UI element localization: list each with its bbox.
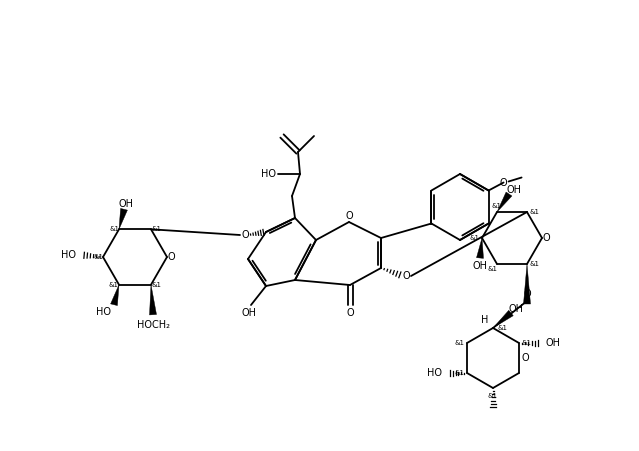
Text: &1: &1 — [93, 254, 103, 260]
Polygon shape — [119, 208, 127, 229]
Text: HO: HO — [261, 169, 276, 179]
Text: OH: OH — [118, 199, 134, 209]
Text: &1: &1 — [151, 226, 161, 232]
Text: HO: HO — [96, 307, 111, 317]
Text: OH: OH — [546, 338, 561, 348]
Text: H: H — [481, 315, 489, 325]
Text: &1: &1 — [469, 235, 479, 241]
Text: &1: &1 — [487, 266, 497, 272]
Text: O: O — [542, 233, 550, 243]
Polygon shape — [111, 285, 119, 306]
Text: &1: &1 — [488, 393, 498, 399]
Polygon shape — [523, 264, 530, 304]
Text: OH: OH — [509, 304, 523, 314]
Polygon shape — [150, 285, 157, 315]
Text: &1: &1 — [454, 340, 464, 346]
Text: OH: OH — [507, 185, 521, 195]
Text: &1: &1 — [492, 203, 502, 209]
Text: &1: &1 — [151, 282, 161, 288]
Text: O: O — [346, 308, 354, 318]
Text: O: O — [241, 230, 249, 240]
Text: &1: &1 — [530, 261, 540, 267]
Polygon shape — [493, 310, 513, 328]
Text: OH: OH — [242, 308, 256, 318]
Text: O: O — [167, 252, 175, 262]
Text: &1: &1 — [454, 370, 464, 376]
Text: &1: &1 — [109, 226, 119, 232]
Text: &1: &1 — [522, 340, 532, 346]
Text: O: O — [345, 211, 353, 221]
Text: &1: &1 — [498, 325, 508, 331]
Text: &1: &1 — [530, 209, 540, 215]
Polygon shape — [477, 238, 484, 258]
Text: O: O — [523, 289, 531, 299]
Text: HO: HO — [61, 250, 76, 260]
Text: OH: OH — [472, 261, 488, 271]
Text: O: O — [521, 353, 529, 363]
Text: O: O — [500, 178, 507, 188]
Text: HO: HO — [427, 368, 442, 378]
Text: HOCH₂: HOCH₂ — [137, 320, 169, 330]
Text: &1: &1 — [109, 282, 119, 288]
Polygon shape — [497, 192, 512, 212]
Text: O: O — [402, 271, 410, 281]
